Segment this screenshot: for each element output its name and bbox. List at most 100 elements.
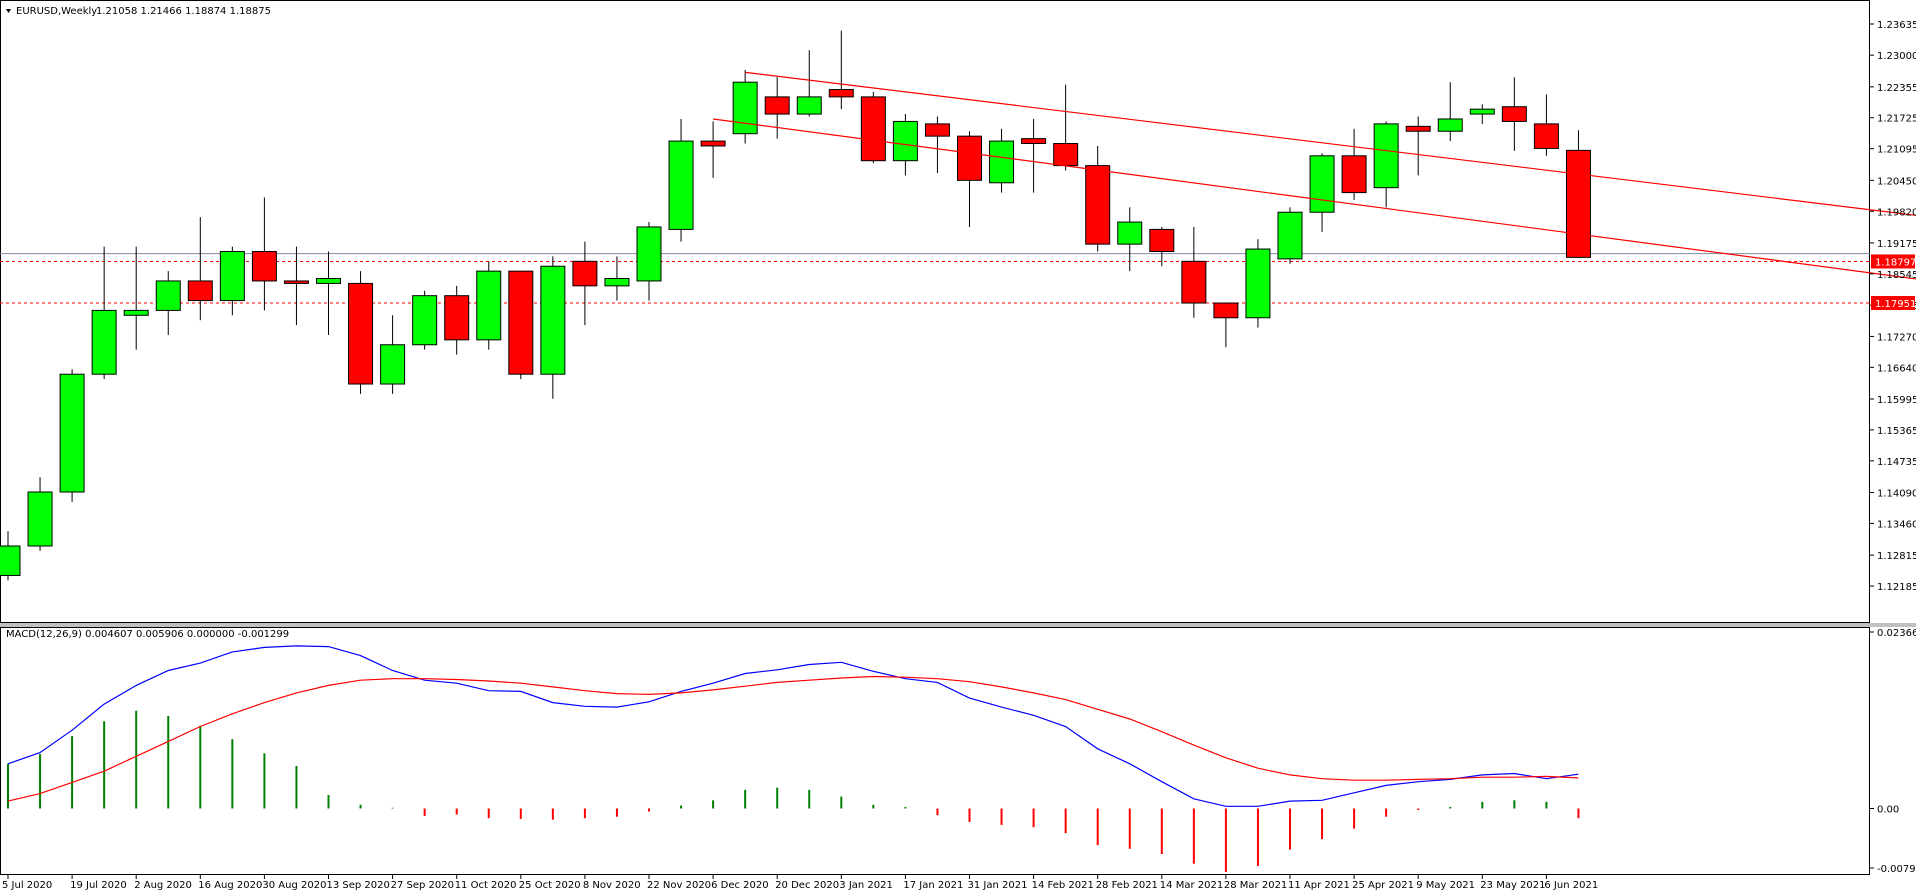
- candle[interactable]: [1245, 239, 1271, 328]
- candle[interactable]: [1149, 226, 1175, 267]
- candle[interactable]: [700, 121, 726, 178]
- candle[interactable]: [59, 369, 85, 502]
- signal-line: [7, 675, 1579, 802]
- macd-line: [7, 645, 1579, 807]
- candle[interactable]: [1405, 116, 1431, 176]
- candle[interactable]: [476, 261, 502, 350]
- price-axis[interactable]: 1.23635 1.23000 1.22355 1.21725 1.21095 1.204…: [1870, 20, 1916, 593]
- candle[interactable]: [187, 217, 213, 321]
- candle[interactable]: [860, 91, 886, 164]
- candle-body-bear: [572, 260, 598, 287]
- candle-body-bear: [1149, 228, 1175, 252]
- time-tick-label: 22 Nov 2020: [647, 880, 711, 891]
- price-tick-label: 1.15365: [1877, 426, 1916, 437]
- candle[interactable]: [1085, 145, 1111, 252]
- candle[interactable]: [380, 315, 406, 394]
- candle[interactable]: [508, 270, 534, 380]
- candle[interactable]: [155, 271, 181, 335]
- candle-body-bear: [1053, 143, 1079, 167]
- time-tick-label: 28 Feb 2021: [1096, 880, 1158, 891]
- candle[interactable]: [251, 197, 277, 311]
- candle[interactable]: [1341, 128, 1367, 200]
- time-tick-label: 27 Sep 2020: [391, 880, 454, 891]
- macd-axis[interactable]: 0.023663 0.00 -0.007975: [1870, 628, 1916, 875]
- candle-body-bull: [732, 81, 758, 135]
- candle[interactable]: [989, 128, 1015, 193]
- trendline-2[interactable]: [713, 118, 1916, 281]
- candle[interactable]: [1565, 130, 1591, 258]
- candle[interactable]: [636, 222, 662, 301]
- time-tick-label: 2 Aug 2020: [134, 880, 192, 891]
- candle[interactable]: [957, 131, 982, 227]
- trendline-1[interactable]: [745, 71, 1916, 217]
- candle[interactable]: [27, 477, 53, 551]
- time-axis[interactable]: 5 Jul 2020 19 Jul 2020 2 Aug 2020 16 Aug 20…: [2, 875, 1598, 891]
- candle[interactable]: [540, 256, 566, 399]
- candle-body-bull: [1245, 248, 1271, 319]
- candle[interactable]: [668, 118, 694, 242]
- candle[interactable]: [412, 290, 438, 350]
- macd-tick-label: 0.023663: [1877, 628, 1916, 639]
- price-tick-label: 1.12185: [1877, 582, 1916, 593]
- candle-body-bull: [412, 295, 438, 346]
- candle[interactable]: [1021, 118, 1047, 193]
- candle-body-bear: [1405, 125, 1431, 132]
- candle-body-bull: [27, 491, 53, 547]
- candle[interactable]: [219, 246, 245, 316]
- macd-pane[interactable]: [7, 645, 1580, 872]
- symbol-menu-icon[interactable]: [6, 9, 11, 13]
- candle-body-bear: [828, 89, 854, 98]
- time-tick-label: 14 Feb 2021: [1032, 880, 1094, 891]
- candle[interactable]: [924, 116, 950, 173]
- candle-body-bear: [1085, 165, 1111, 245]
- macd-pane-frame: [0, 627, 1870, 875]
- candle[interactable]: [604, 256, 630, 301]
- price-tick-label: 1.21725: [1877, 114, 1916, 125]
- price-level-tag-support[interactable]: [1871, 295, 1915, 310]
- price-tick-label: 1.16640: [1877, 363, 1916, 374]
- candle[interactable]: [0, 531, 21, 581]
- candle[interactable]: [91, 246, 117, 380]
- candle-body-bear: [508, 270, 534, 375]
- candle[interactable]: [283, 246, 309, 326]
- macd-tick-label: 0.00: [1877, 805, 1899, 816]
- candle-body-bull: [1277, 211, 1303, 260]
- candle[interactable]: [444, 285, 470, 355]
- candle[interactable]: [348, 271, 374, 394]
- candle[interactable]: [796, 50, 822, 117]
- price-level-label-support: 1.17951: [1875, 299, 1916, 310]
- time-tick-label: 8 Nov 2020: [583, 880, 641, 891]
- candle-body-bull: [668, 140, 694, 230]
- price-pane[interactable]: [0, 30, 1916, 581]
- candle[interactable]: [1309, 153, 1335, 232]
- candle-body-bull: [892, 120, 918, 162]
- symbol-header: EURUSD,Weekly: [16, 6, 97, 17]
- candle[interactable]: [764, 77, 790, 139]
- candle[interactable]: [828, 30, 854, 110]
- price-level-tag-current[interactable]: [1871, 254, 1915, 269]
- candle[interactable]: [732, 69, 758, 144]
- candle[interactable]: [1437, 82, 1463, 142]
- candle[interactable]: [1053, 84, 1079, 171]
- time-tick-label: 6 Dec 2020: [711, 880, 769, 891]
- candle-body-bull: [0, 545, 21, 576]
- candle[interactable]: [1501, 77, 1527, 151]
- candle[interactable]: [1533, 94, 1559, 156]
- candle[interactable]: [572, 241, 598, 326]
- candle[interactable]: [1181, 226, 1207, 318]
- candle[interactable]: [123, 246, 149, 350]
- candle[interactable]: [1213, 302, 1239, 348]
- time-tick-label: 17 Jan 2021: [903, 880, 963, 891]
- time-tick-label: 3 Jan 2021: [839, 880, 893, 891]
- candle[interactable]: [1373, 121, 1399, 208]
- pane-separator[interactable]: [0, 623, 1916, 627]
- candle-body-bear: [860, 96, 886, 162]
- time-tick-label: 13 Sep 2020: [327, 880, 390, 891]
- candle[interactable]: [1117, 207, 1143, 272]
- candle[interactable]: [1469, 104, 1495, 124]
- candle-body-bear: [348, 282, 374, 385]
- candle[interactable]: [316, 251, 341, 335]
- candle[interactable]: [1277, 207, 1303, 264]
- macd-tick-label: -0.007975: [1877, 864, 1916, 875]
